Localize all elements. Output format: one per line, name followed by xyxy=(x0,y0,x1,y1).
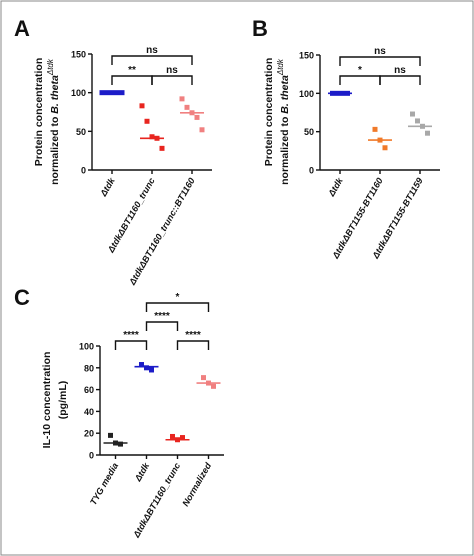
y-tick-label: 50 xyxy=(304,127,314,137)
y-axis-label-line: IL-10 concentration xyxy=(41,352,53,449)
y-axis-label: Protein concentration normalized to B. th… xyxy=(33,58,61,185)
y-axis-label-line: normalized to xyxy=(49,114,61,185)
significance-bracket xyxy=(145,321,179,331)
significance-label: **** xyxy=(123,330,139,341)
data-point xyxy=(159,145,165,151)
data-point xyxy=(425,130,430,136)
data-point xyxy=(415,118,420,124)
y-tick-label: 60 xyxy=(84,385,94,395)
y-tick-label: 0 xyxy=(81,166,86,176)
significance-label: * xyxy=(358,65,362,76)
data-point xyxy=(170,433,175,439)
data-point xyxy=(382,145,388,151)
data-point xyxy=(144,118,150,124)
significance-label: * xyxy=(176,292,180,303)
data-point xyxy=(108,432,113,438)
data-point xyxy=(149,134,155,140)
x-tick-label: Δtdk xyxy=(132,460,151,484)
data-point xyxy=(201,375,206,381)
y-tick-label: 0 xyxy=(89,451,94,461)
y-tick-label: 100 xyxy=(79,342,94,352)
significance-label: ns xyxy=(374,46,386,57)
significance-label: **** xyxy=(154,311,170,322)
y-axis-label-line: Protein concentration xyxy=(263,58,275,167)
data-point xyxy=(149,367,154,373)
y-tick-label: 150 xyxy=(71,50,86,60)
x-tick-label: ΔtdkΔBT1160_trunc::BT1160 xyxy=(127,176,197,287)
significance-label: ** xyxy=(128,65,136,76)
data-point xyxy=(180,435,185,441)
significance-bracket xyxy=(339,56,421,66)
data-point xyxy=(139,362,144,368)
y-axis-label-sup: Δtdk xyxy=(276,58,285,76)
data-point xyxy=(144,365,149,371)
data-point xyxy=(199,127,205,133)
y-axis-label: IL-10 concentration (pg/mL) xyxy=(41,352,69,449)
y-axis-label-italic: B. theta xyxy=(279,75,291,114)
significance-bracket xyxy=(111,75,153,85)
y-tick-label: 80 xyxy=(84,363,94,373)
panel-letter: B xyxy=(252,16,268,41)
significance-bracket xyxy=(151,75,193,85)
y-tick-label: 150 xyxy=(299,51,314,61)
significance-bracket xyxy=(339,75,381,85)
significance-bracket xyxy=(379,75,421,85)
data-point xyxy=(194,114,200,120)
y-axis-label-line: Protein concentration xyxy=(33,58,45,167)
significance-bracket xyxy=(176,340,210,350)
data-point xyxy=(118,441,123,447)
y-axis-label: Protein concentration normalized to B. th… xyxy=(263,58,291,185)
x-tick-label: Δtdk xyxy=(98,175,117,199)
y-axis-label-sup: Δtdk xyxy=(46,58,55,76)
significance-label: ns xyxy=(394,65,406,76)
y-axis-label-italic: B. theta xyxy=(49,75,61,114)
y-axis-label-line: (pg/mL) xyxy=(57,381,69,420)
data-point xyxy=(139,103,145,109)
data-point xyxy=(179,96,185,102)
y-tick-label: 20 xyxy=(84,429,94,439)
significance-bracket xyxy=(114,340,148,350)
y-tick-label: 0 xyxy=(309,166,314,176)
panel-letter: C xyxy=(14,285,30,310)
significance-label: ns xyxy=(146,45,158,56)
significance-label: **** xyxy=(185,330,201,341)
y-tick-label: 40 xyxy=(84,407,94,417)
data-point xyxy=(211,383,216,389)
y-axis-label-line: normalized to xyxy=(279,114,291,185)
data-point xyxy=(372,126,378,132)
data-point xyxy=(184,104,190,110)
y-tick-label: 50 xyxy=(76,127,86,137)
x-tick-label: Δtdk xyxy=(326,175,345,199)
panel-letter: A xyxy=(14,16,30,41)
significance-label: ns xyxy=(166,65,178,76)
significance-bracket xyxy=(145,302,210,312)
y-tick-label: 100 xyxy=(299,89,314,99)
x-tick-label: TYG media xyxy=(88,461,120,507)
y-tick-label: 100 xyxy=(71,88,86,98)
x-tick-label: Normalized xyxy=(180,461,213,508)
significance-bracket xyxy=(111,55,193,65)
data-point xyxy=(410,111,415,117)
